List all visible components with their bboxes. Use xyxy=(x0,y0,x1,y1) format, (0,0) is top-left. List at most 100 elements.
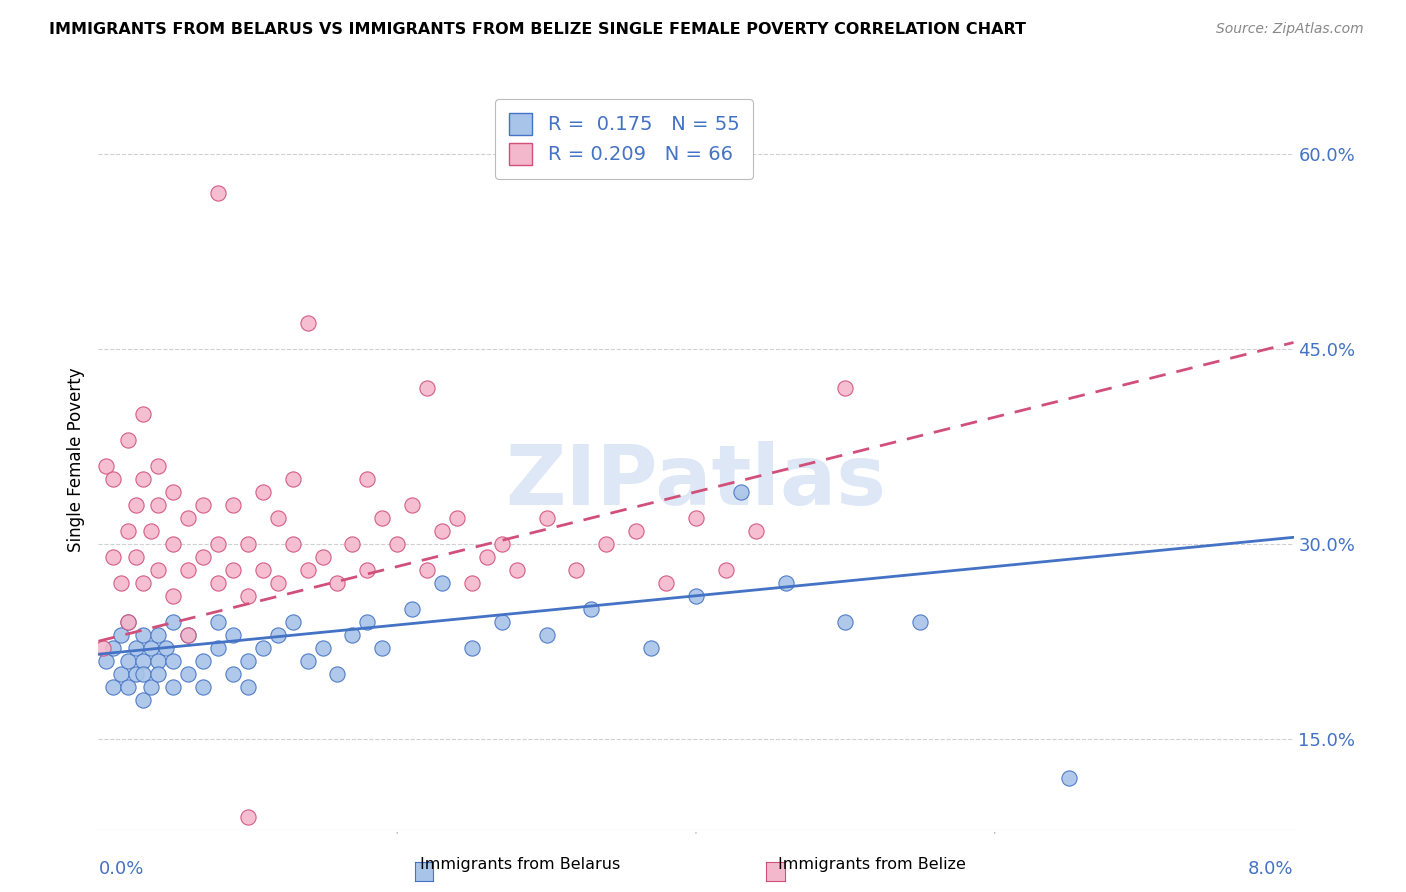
Point xyxy=(416,381,439,395)
Point xyxy=(626,524,648,538)
Point xyxy=(281,615,304,629)
Point xyxy=(491,537,513,551)
Point xyxy=(148,628,170,642)
Point xyxy=(356,615,378,629)
Point xyxy=(714,563,737,577)
Point xyxy=(745,524,768,538)
Point xyxy=(491,615,513,629)
Point xyxy=(685,511,707,525)
Point xyxy=(236,680,259,694)
Text: Immigrants from Belarus: Immigrants from Belarus xyxy=(420,857,620,872)
Point xyxy=(103,640,125,655)
Point xyxy=(834,381,856,395)
Point xyxy=(207,615,229,629)
Point xyxy=(103,549,125,564)
Text: Immigrants from Belize: Immigrants from Belize xyxy=(778,857,966,872)
Point xyxy=(125,549,148,564)
Point xyxy=(342,628,364,642)
Point xyxy=(117,524,139,538)
Point xyxy=(267,575,290,590)
Point xyxy=(177,666,200,681)
Point xyxy=(110,575,132,590)
Text: Source: ZipAtlas.com: Source: ZipAtlas.com xyxy=(1216,22,1364,37)
Point xyxy=(132,407,155,421)
Point xyxy=(297,654,319,668)
Point xyxy=(117,433,139,447)
Point xyxy=(401,498,423,512)
Point xyxy=(401,601,423,615)
Point xyxy=(162,484,184,499)
Point xyxy=(110,628,132,642)
Point xyxy=(132,666,155,681)
Text: ZIPatlas: ZIPatlas xyxy=(506,441,886,522)
Point xyxy=(446,511,468,525)
Point xyxy=(775,575,797,590)
Point xyxy=(207,575,229,590)
Legend: R =  0.175   N = 55, R = 0.209   N = 66: R = 0.175 N = 55, R = 0.209 N = 66 xyxy=(495,99,754,178)
Point xyxy=(132,472,155,486)
Point xyxy=(139,680,162,694)
Point xyxy=(162,615,184,629)
Point xyxy=(132,654,155,668)
Point xyxy=(222,628,245,642)
Point xyxy=(132,628,155,642)
Point xyxy=(148,654,170,668)
Point xyxy=(125,498,148,512)
Point xyxy=(730,484,752,499)
Point xyxy=(430,524,453,538)
Point xyxy=(356,563,378,577)
Point xyxy=(297,563,319,577)
Point xyxy=(371,640,394,655)
Point xyxy=(207,186,229,200)
Y-axis label: Single Female Poverty: Single Female Poverty xyxy=(66,368,84,551)
Point xyxy=(222,498,245,512)
Point xyxy=(267,628,290,642)
Point xyxy=(430,575,453,590)
Point xyxy=(94,654,117,668)
Point xyxy=(536,511,558,525)
Text: 0.0%: 0.0% xyxy=(98,860,143,878)
Point xyxy=(236,537,259,551)
Point xyxy=(148,666,170,681)
Point xyxy=(139,640,162,655)
Point xyxy=(117,680,139,694)
Point xyxy=(103,472,125,486)
Point xyxy=(177,628,200,642)
Point xyxy=(281,472,304,486)
Point xyxy=(461,575,484,590)
Point xyxy=(110,666,132,681)
Point xyxy=(177,628,200,642)
Point xyxy=(148,498,170,512)
Point xyxy=(132,575,155,590)
Point xyxy=(371,511,394,525)
Point xyxy=(595,537,617,551)
Point xyxy=(297,316,319,330)
Point xyxy=(506,563,529,577)
Point xyxy=(834,615,856,629)
Point xyxy=(342,537,364,551)
Point xyxy=(162,589,184,603)
Point xyxy=(908,615,931,629)
Point xyxy=(236,809,259,823)
Point xyxy=(252,640,274,655)
Point xyxy=(162,654,184,668)
Point xyxy=(94,458,117,473)
Point xyxy=(177,511,200,525)
Point xyxy=(155,640,177,655)
Point xyxy=(125,666,148,681)
Point xyxy=(117,615,139,629)
Point xyxy=(311,640,333,655)
Point xyxy=(536,628,558,642)
Point xyxy=(177,563,200,577)
Point xyxy=(475,549,498,564)
Point xyxy=(326,575,349,590)
Point xyxy=(125,640,148,655)
Point xyxy=(132,692,155,706)
Point xyxy=(103,680,125,694)
Point xyxy=(385,537,409,551)
Point xyxy=(655,575,678,590)
Point xyxy=(207,640,229,655)
Point xyxy=(311,549,333,564)
Point xyxy=(139,524,162,538)
Point xyxy=(1059,771,1081,785)
